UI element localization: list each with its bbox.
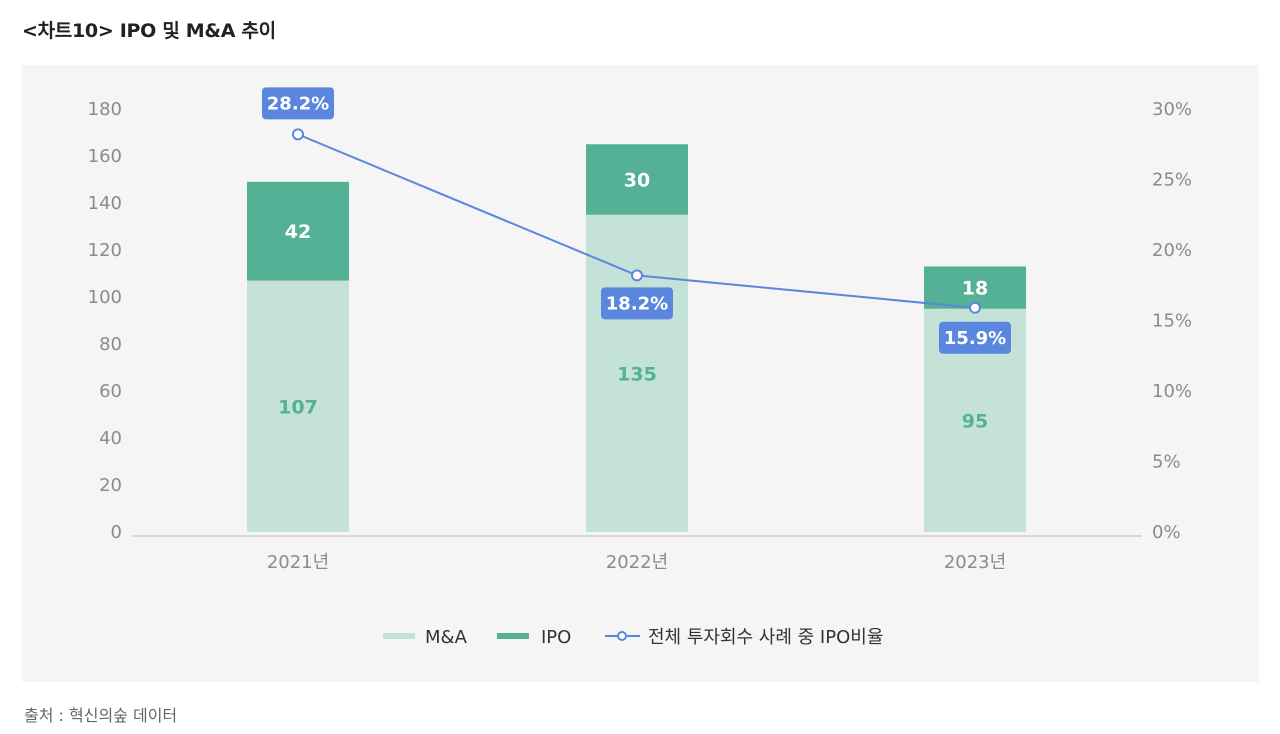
left-axis-tick: 20	[99, 475, 122, 496]
legend-swatch-ma	[383, 633, 415, 639]
x-axis-tick: 2023년	[944, 552, 1006, 573]
bar-label-ma: 135	[617, 363, 657, 385]
bar-ipo-2022년	[586, 144, 688, 215]
right-axis-tick: 15%	[1152, 311, 1192, 332]
legend-label-ipo: IPO	[541, 627, 571, 648]
bar-ipo-2021년	[247, 181, 349, 281]
left-axis-tick: 140	[88, 193, 122, 214]
bar-ipo-2023년	[924, 266, 1026, 309]
bar-ma-2022년	[586, 214, 688, 532]
left-axis-tick: 60	[99, 381, 122, 402]
right-axis-tick: 25%	[1152, 170, 1192, 191]
left-axis-tick: 180	[88, 99, 122, 120]
left-axis-tick: 80	[99, 334, 122, 355]
right-axis-tick: 10%	[1152, 381, 1192, 402]
legend-label-rate: 전체 투자회수 사례 중 IPO비율	[648, 627, 883, 648]
legend-label-ma: M&A	[425, 627, 468, 648]
bar-label-ipo: 30	[624, 170, 650, 192]
source-note: 출처 : 혁신의숲 데이터	[24, 706, 178, 725]
x-axis-tick: 2021년	[267, 552, 329, 573]
right-axis-tick: 5%	[1152, 452, 1181, 473]
ipo-rate-label: 28.2%	[267, 93, 329, 114]
right-axis-tick: 0%	[1152, 522, 1181, 543]
bar-label-ma: 107	[278, 396, 318, 418]
left-axis-tick: 100	[88, 287, 122, 308]
ipo-rate-label: 18.2%	[606, 293, 668, 314]
ipo-rate-label-box	[939, 321, 1011, 354]
ipo-rate-point	[969, 301, 981, 314]
chart-title: <차트10> IPO 및 M&A 추이	[22, 20, 276, 42]
ipo-rate-point	[292, 128, 304, 141]
bar-label-ipo: 42	[285, 221, 311, 243]
ipo-rate-label: 15.9%	[944, 328, 1006, 349]
ipo-rate-point	[631, 269, 643, 282]
right-axis-tick: 20%	[1152, 240, 1192, 261]
left-axis-tick: 120	[88, 240, 122, 261]
left-axis-tick: 0	[111, 522, 122, 543]
bar-label-ipo: 18	[962, 278, 988, 300]
bar-ma-2021년	[247, 280, 349, 532]
left-axis-tick: 40	[99, 428, 122, 449]
legend-swatch-point	[617, 631, 627, 641]
right-axis-tick: 30%	[1152, 99, 1192, 120]
bar-label-ma: 95	[962, 410, 988, 432]
left-axis-tick: 160	[88, 146, 122, 167]
x-axis-tick: 2022년	[606, 552, 668, 573]
legend-swatch-ipo	[497, 633, 529, 639]
ipo-rate-label-box	[262, 87, 334, 120]
ipo-rate-label-box	[601, 287, 673, 320]
